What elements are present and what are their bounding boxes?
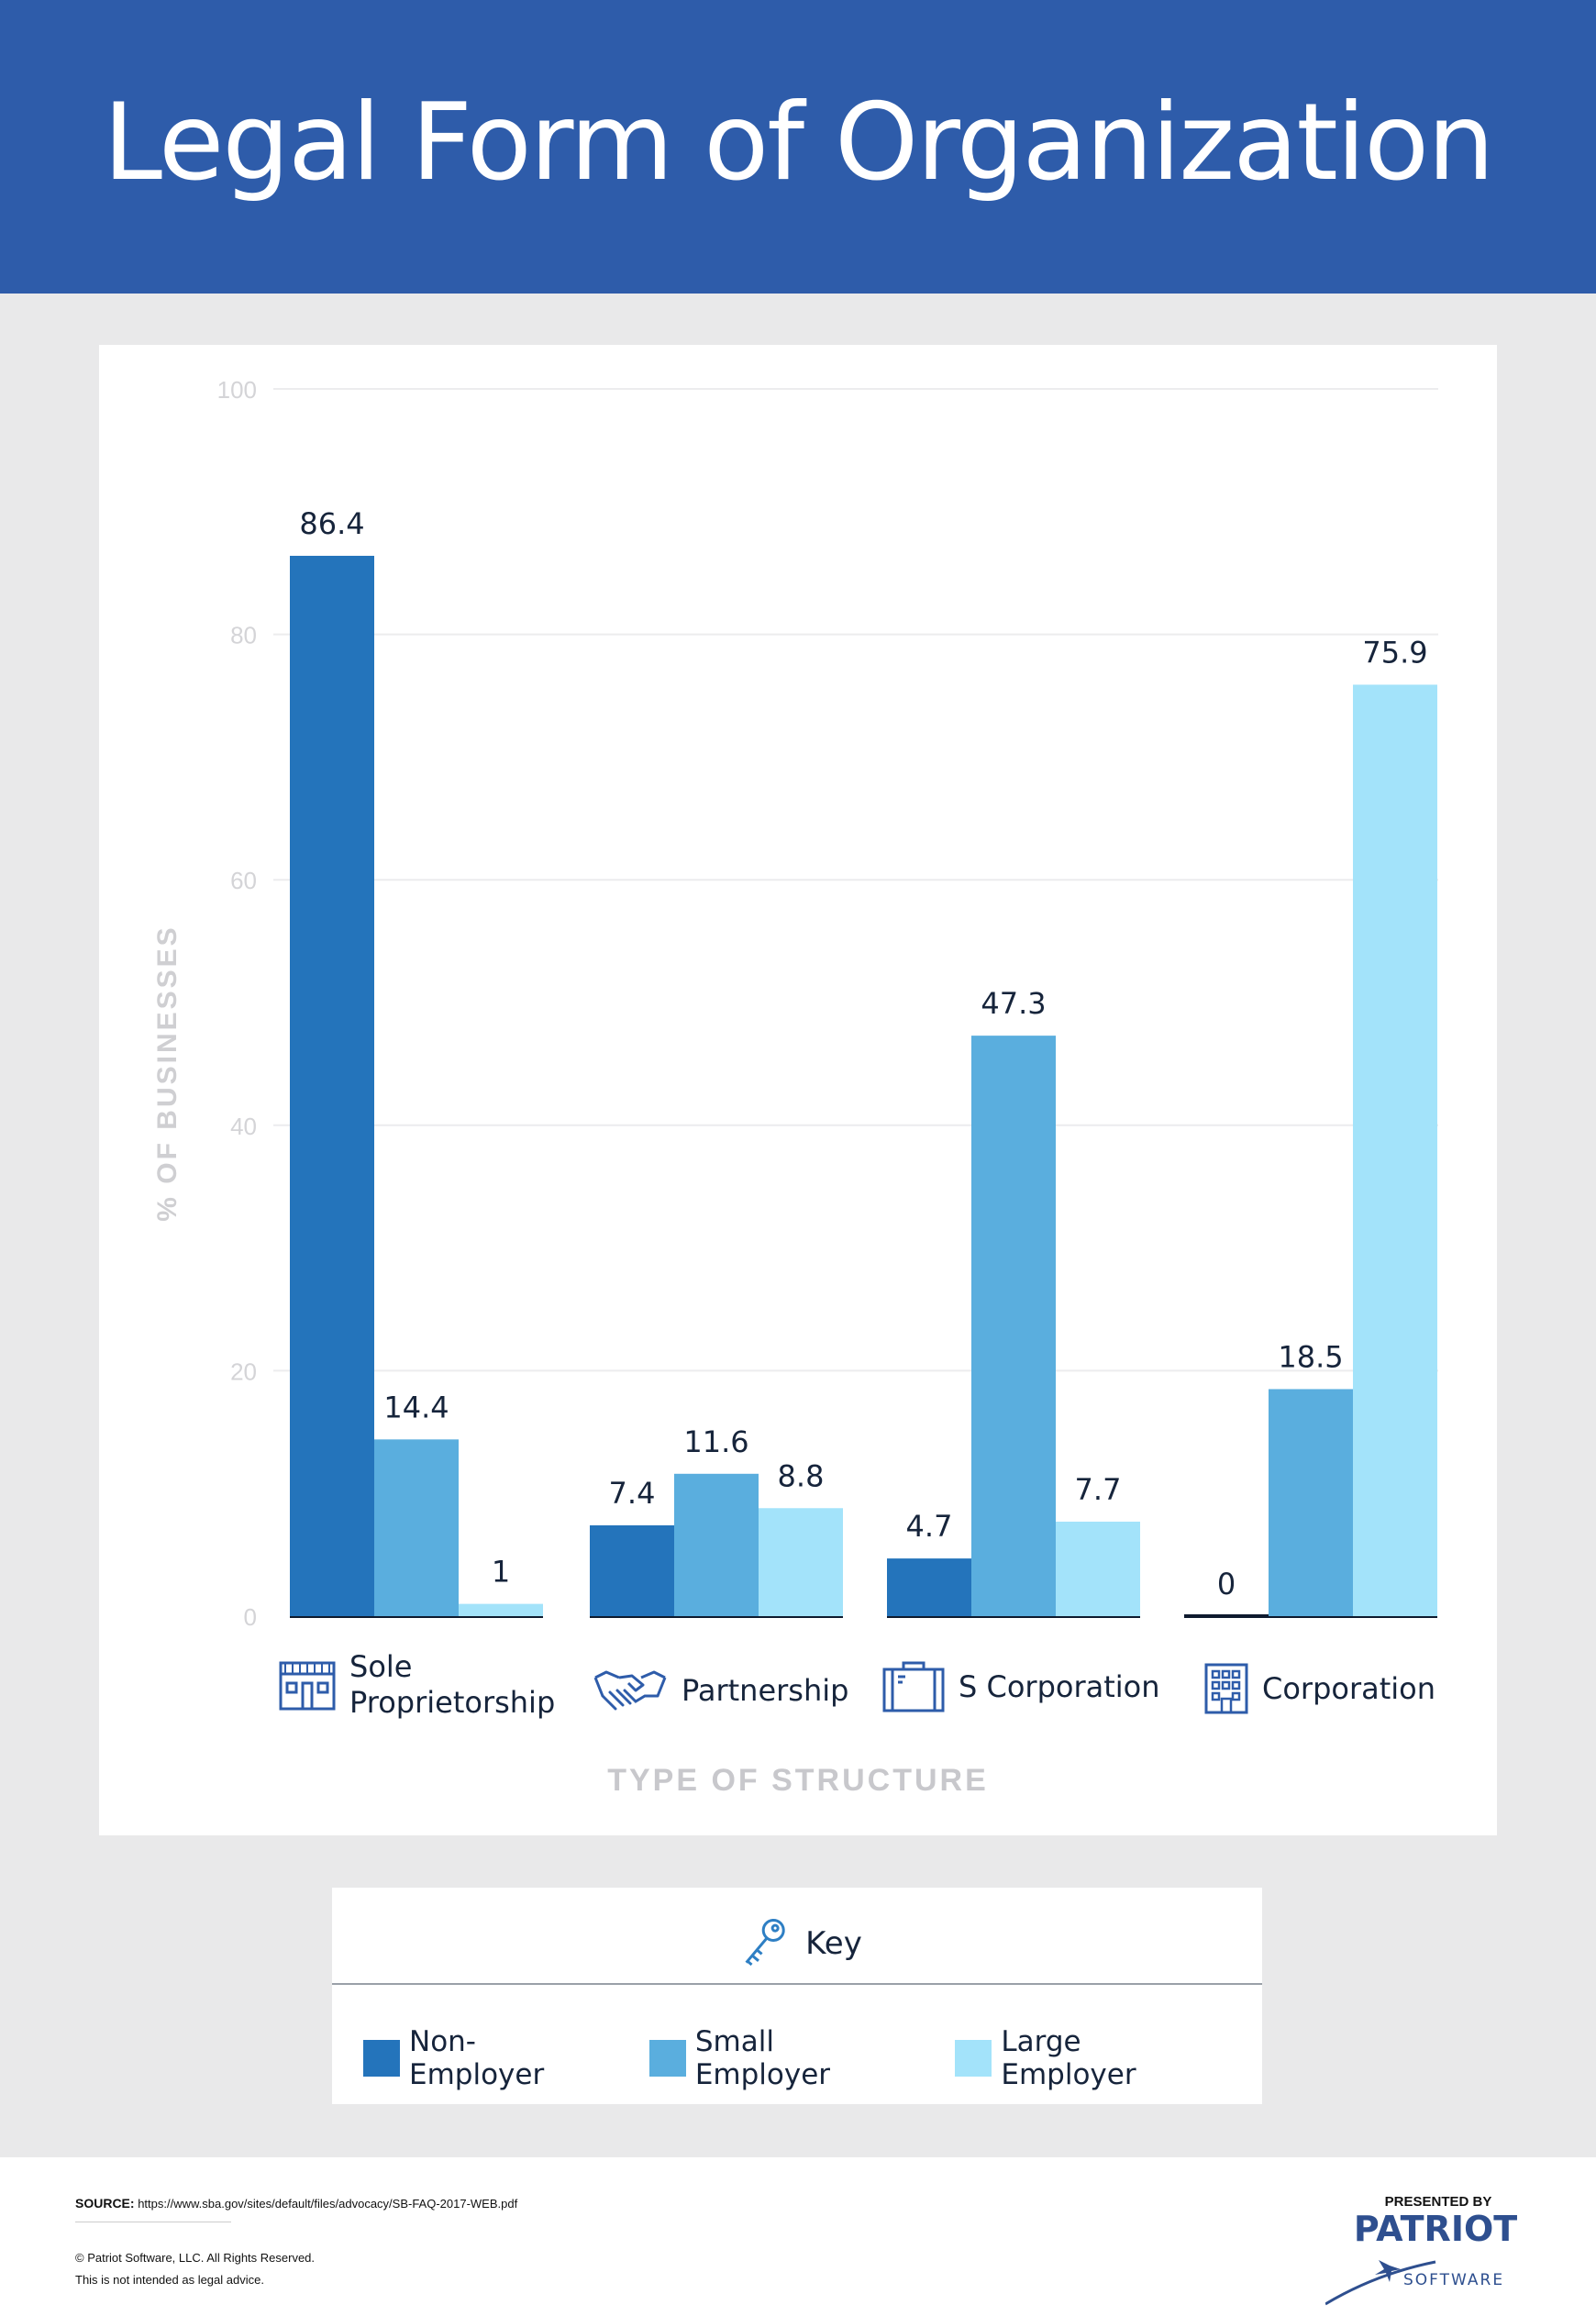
key-heading: Key xyxy=(332,1913,1262,1974)
patriot-star-swoosh-icon xyxy=(1325,2260,1436,2306)
data-label: 4.7 xyxy=(906,1509,953,1544)
source-label: SOURCE: xyxy=(75,2196,135,2211)
office-building-icon xyxy=(1204,1663,1248,1714)
y-tick-label: 100 xyxy=(217,376,257,404)
data-label: 18.5 xyxy=(1278,1339,1343,1374)
legend-label: Small Employer xyxy=(694,2025,831,2091)
legend-label: Large Employer xyxy=(1001,2025,1136,2091)
bar xyxy=(1269,1389,1353,1616)
source-url[interactable]: https://www.sba.gov/sites/default/files/… xyxy=(138,2197,518,2211)
data-label: 47.3 xyxy=(981,986,1046,1021)
brand-name: PATRIOT xyxy=(1353,2209,1518,2249)
bar-chart: 0 20 40 60 80 100 86.4 14.4 1 7.4 11.6 8.8 4.7 47.3 7.… xyxy=(217,376,1438,1631)
category-label: Corporation xyxy=(1262,1670,1436,1706)
data-label: 75.9 xyxy=(1362,635,1427,670)
storefront-icon xyxy=(279,1661,336,1711)
data-label: 7.7 xyxy=(1075,1472,1122,1507)
bar xyxy=(1056,1521,1140,1616)
data-label: 86.4 xyxy=(299,506,364,541)
legend-swatch xyxy=(955,2040,992,2077)
header-banner: Legal Form of Organization xyxy=(0,0,1596,294)
legend-item-small-employer: Small Employer xyxy=(648,2025,904,2091)
legend-key: Key Non-Employer Small Employer Large Em… xyxy=(332,1888,1262,2104)
category-partnership: Partnership xyxy=(592,1665,848,1716)
data-label: 14.4 xyxy=(383,1390,449,1424)
key-icon xyxy=(745,1918,785,1967)
data-label: 7.4 xyxy=(609,1476,656,1511)
presented-by: PRESENTED BY xyxy=(1384,2194,1492,2210)
category-s-corporation: S Corporation xyxy=(881,1660,1160,1713)
key-title: Key xyxy=(805,1925,862,1962)
handshake-icon xyxy=(593,1670,667,1711)
bar xyxy=(459,1603,543,1616)
bar xyxy=(1353,684,1437,1616)
legend-swatch xyxy=(648,2040,686,2077)
briefcase-icon xyxy=(882,1661,945,1712)
data-label: 0 xyxy=(1217,1567,1236,1601)
source-line: SOURCE: https://www.sba.gov/sites/defaul… xyxy=(75,2196,517,2211)
footer: SOURCE: https://www.sba.gov/sites/defaul… xyxy=(0,2157,1596,2316)
key-divider xyxy=(332,1983,1262,1985)
bar xyxy=(759,1508,843,1616)
category-label: S Corporation xyxy=(959,1668,1160,1704)
copyright: © Patriot Software, LLC. All Rights Rese… xyxy=(75,2251,316,2265)
bar xyxy=(887,1558,971,1616)
bar xyxy=(590,1524,674,1616)
y-tick-label: 80 xyxy=(230,622,257,649)
bar xyxy=(374,1439,459,1616)
bar xyxy=(674,1473,759,1616)
y-tick-label: 60 xyxy=(230,867,257,894)
legend-label: Non-Employer xyxy=(409,2025,545,2091)
legend-item-non-employer: Non-Employer xyxy=(363,2025,598,2091)
legal-notes: © Patriot Software, LLC. All Rights Rese… xyxy=(75,2247,315,2291)
y-tick-label: 0 xyxy=(244,1603,257,1631)
page-title: Legal Form of Organization xyxy=(103,81,1494,205)
y-tick-label: 40 xyxy=(230,1113,257,1140)
x-axis-label: TYPE OF STRUCTURE xyxy=(607,1763,989,1798)
legend-item-large-employer: Large Employer xyxy=(955,2025,1211,2091)
category-label: Partnership xyxy=(682,1672,849,1708)
legend-swatch xyxy=(363,2040,400,2077)
data-label: 8.8 xyxy=(778,1458,825,1493)
data-label: 1 xyxy=(492,1555,510,1590)
data-label: 11.6 xyxy=(683,1424,748,1459)
y-tick-label: 20 xyxy=(230,1357,257,1385)
disclaimer: This is not intended as legal advice. xyxy=(75,2273,264,2287)
brand-subtitle: SOFTWARE xyxy=(1403,2271,1505,2289)
category-sole-proprietorship: Sole Proprietorship xyxy=(278,1649,560,1721)
category-corporation: Corporation xyxy=(1203,1662,1435,1715)
legend: Non-Employer Small Employer Large Employ… xyxy=(363,2025,1262,2091)
category-label: Sole Proprietorship xyxy=(349,1649,556,1720)
bar xyxy=(290,555,374,1616)
y-axis-label: % OF BUSINESSES xyxy=(152,925,183,1222)
bar xyxy=(971,1036,1056,1616)
